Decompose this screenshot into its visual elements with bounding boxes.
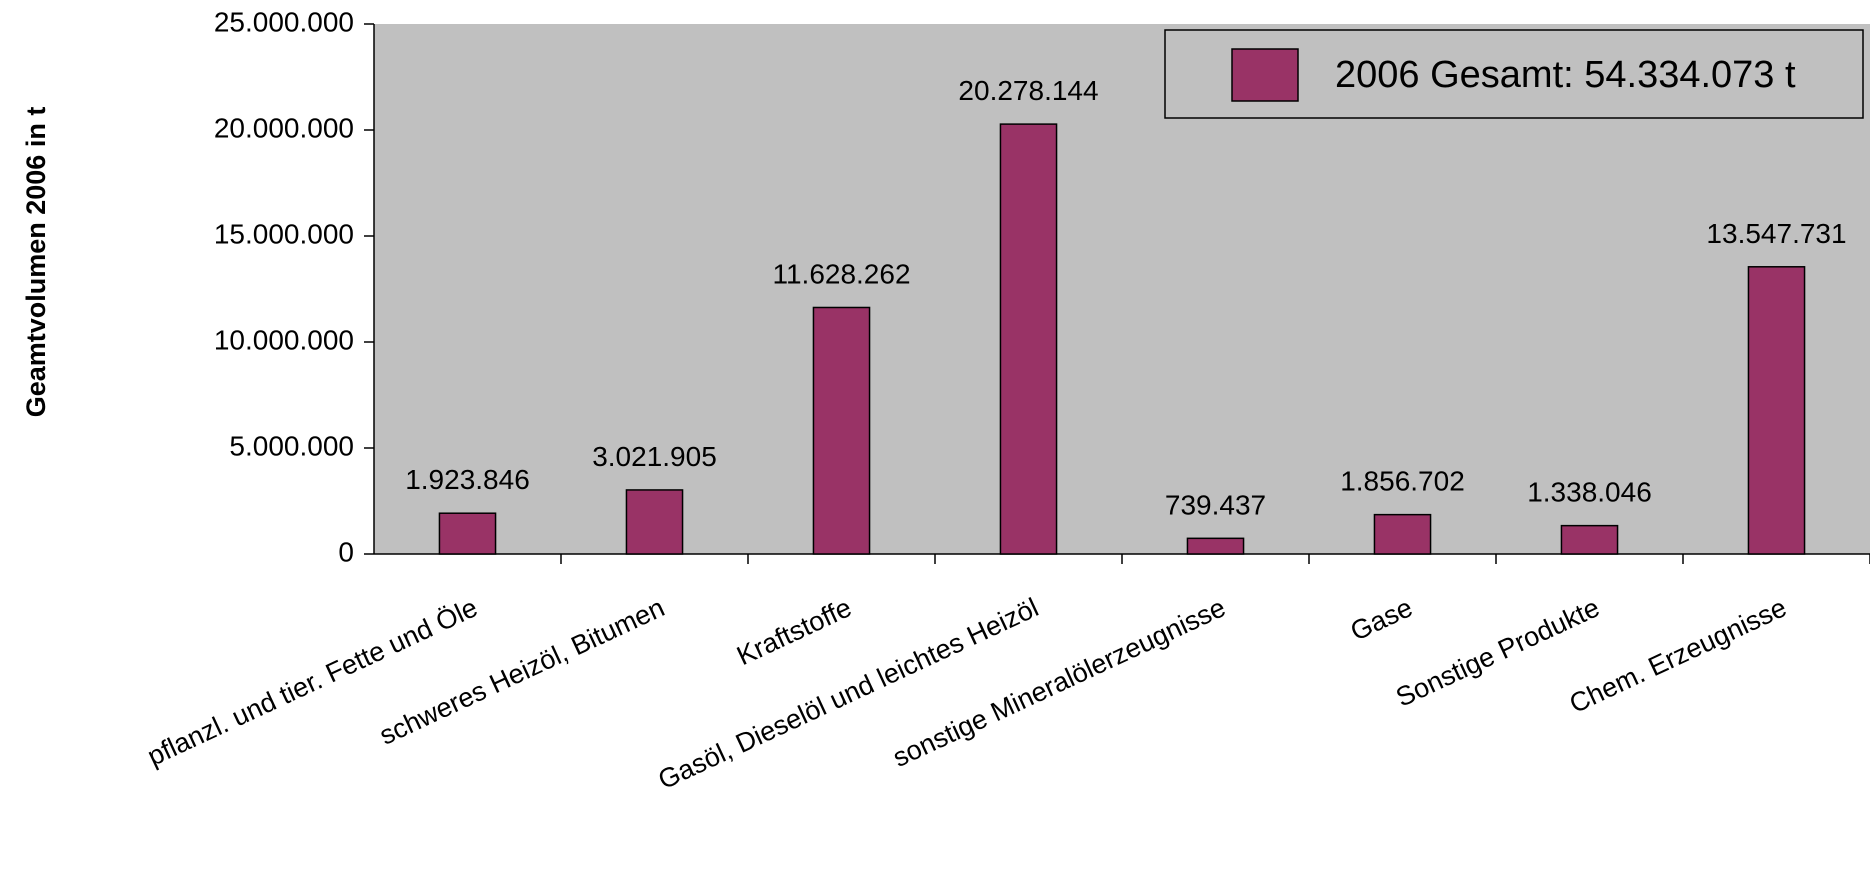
data-label: 11.628.262 (772, 258, 910, 289)
data-label: 13.547.731 (1706, 218, 1846, 249)
y-tick-label: 0 (338, 536, 354, 567)
data-label: 739.437 (1165, 489, 1266, 520)
bar (1373, 513, 1432, 555)
x-ticks (560, 554, 1870, 564)
category-label: sonstige Mineralölerzeugnisse (888, 592, 1230, 773)
y-tick-label: 5.000.000 (229, 430, 354, 461)
data-labels: 1.923.846 3.021.905 11.628.262 20.278.144 73… (405, 75, 1846, 520)
y-axis-title: Geamtvolumen 2006 in t (21, 107, 51, 418)
bar (812, 306, 871, 555)
y-tick-label: 15.000.000 (214, 218, 354, 249)
bar (1560, 524, 1619, 555)
bars (438, 123, 1806, 555)
bar (438, 512, 497, 555)
category-label: Kraftstoffe (732, 592, 856, 671)
y-tick-label: 20.000.000 (214, 112, 354, 143)
y-tick-label: 10.000.000 (214, 324, 354, 355)
category-label: pflanzl. und tier. Fette und Öle (143, 592, 482, 771)
bar (625, 489, 684, 555)
category-labels: pflanzl. und tier. Fette und Öleschweres… (143, 592, 1791, 795)
data-label: 1.856.702 (1340, 466, 1465, 497)
legend: 2006 Gesamt: 54.334.073 t (1164, 29, 1864, 119)
data-label: 3.021.905 (592, 441, 717, 472)
data-label: 20.278.144 (958, 75, 1098, 106)
bar (999, 123, 1058, 555)
bar (1747, 266, 1806, 555)
data-label: 1.923.846 (405, 464, 530, 495)
y-tick-label: 25.000.000 (214, 6, 354, 37)
legend-swatch (1231, 48, 1299, 102)
y-ticks: 0 5.000.000 10.000.000 15.000.000 20.000.000… (214, 6, 374, 567)
category-label: Gase (1346, 592, 1417, 646)
data-label: 1.338.046 (1527, 477, 1652, 508)
bar (1186, 537, 1245, 555)
legend-label: 2006 Gesamt: 54.334.073 t (1335, 54, 1796, 96)
